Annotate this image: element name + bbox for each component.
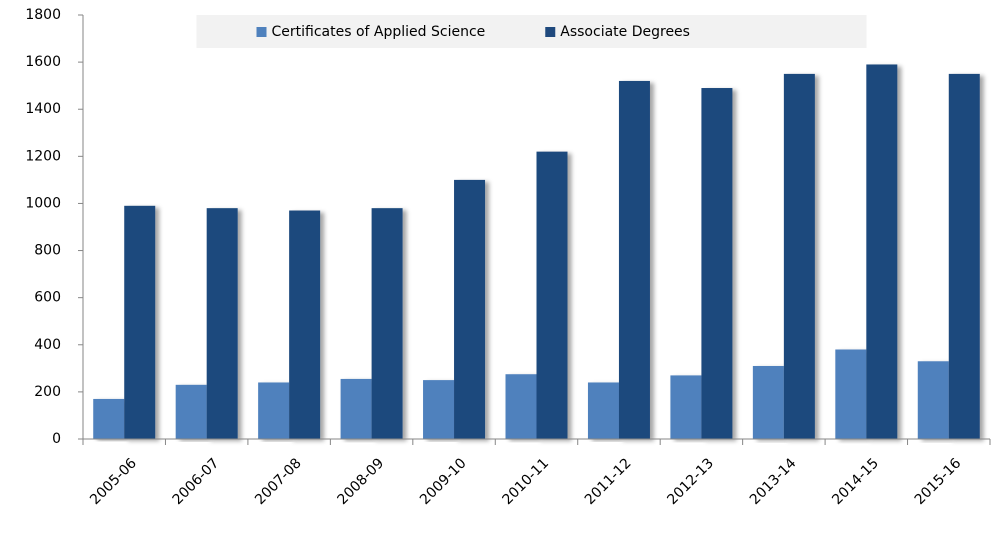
x-tick-label: 2009-10: [417, 455, 470, 508]
bar: [618, 80, 650, 439]
legend-label: Associate Degrees: [560, 24, 690, 40]
bar: [454, 179, 486, 439]
y-tick-label: 1000: [25, 195, 61, 211]
legend-box: [196, 15, 867, 48]
y-tick-label: 200: [34, 384, 61, 400]
bar: [948, 73, 980, 439]
y-tick-label: 400: [34, 337, 61, 353]
legend-swatch: [545, 27, 556, 37]
legend: Certificates of Applied Science Associate…: [196, 15, 867, 48]
x-tick-label: 2015-16: [912, 455, 965, 508]
bar: [423, 380, 455, 439]
legend-swatch: [256, 27, 267, 37]
bar: [701, 88, 733, 440]
bar: [587, 382, 619, 439]
bar: [752, 365, 784, 439]
x-tick-label: 2005-06: [87, 455, 140, 508]
y-tick-label: 1800: [25, 7, 61, 23]
y-tick-label: 800: [34, 243, 61, 259]
bar: [866, 64, 898, 439]
bar: [206, 208, 238, 439]
bar: [258, 382, 290, 439]
bar: [505, 374, 537, 439]
bar: [289, 210, 321, 439]
x-tick-label: 2011-12: [582, 455, 635, 508]
y-tick-label: 1200: [25, 148, 61, 164]
y-tick-label: 1400: [25, 101, 61, 117]
bar: [371, 208, 403, 439]
bar: [124, 205, 156, 439]
x-tick-label: 2014-15: [829, 455, 882, 508]
x-tick-label: 2013-14: [747, 455, 800, 508]
y-tick-label: 600: [34, 290, 61, 306]
bar: [917, 361, 949, 439]
bar: [93, 398, 125, 439]
bar: [175, 384, 207, 439]
x-tick-label: 2012-13: [664, 455, 717, 508]
bar: [340, 378, 372, 439]
y-tick-label: 0: [52, 431, 61, 447]
legend-label: Certificates of Applied Science: [272, 24, 486, 40]
x-tick-label: 2007-08: [252, 455, 305, 508]
x-tick-label: 2008-09: [335, 455, 388, 508]
x-tick-label: 2006-07: [170, 455, 223, 508]
y-tick-label: 1600: [25, 54, 61, 70]
bar: [835, 349, 867, 439]
bar: [536, 151, 568, 439]
bar: [783, 73, 815, 439]
bar: [670, 375, 702, 439]
x-tick-label: 2010-11: [499, 455, 552, 508]
